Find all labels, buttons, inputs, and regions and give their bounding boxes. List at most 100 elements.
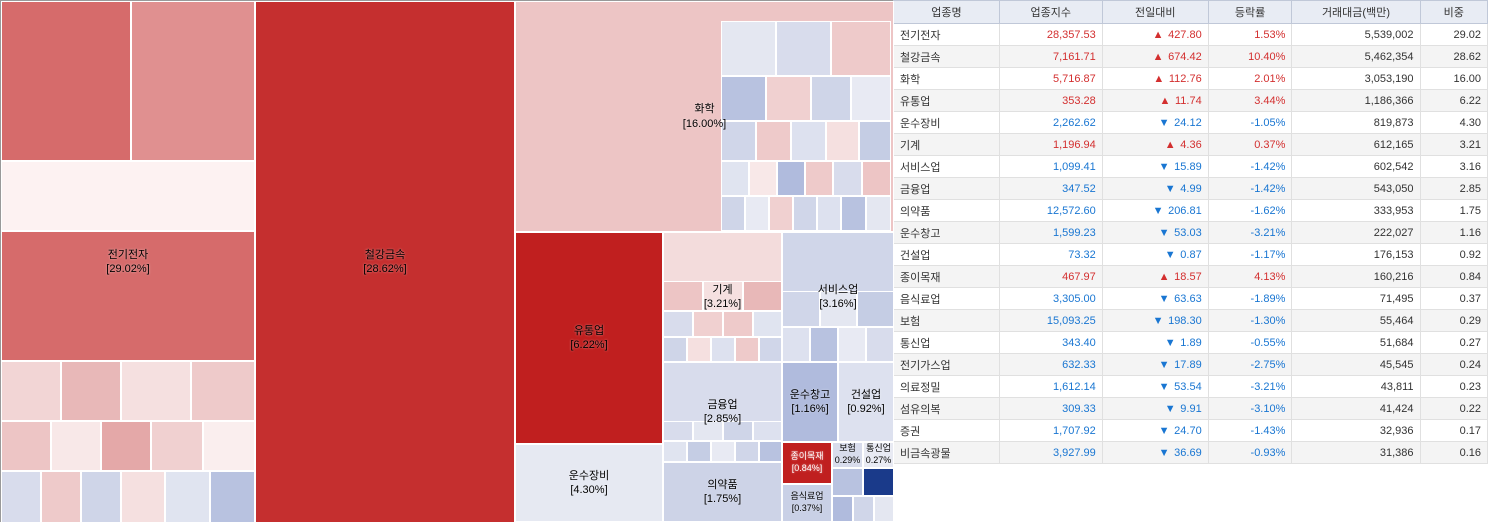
cell-change: ▼ 53.54 (1102, 376, 1208, 398)
cell-pct: 2.01% (1208, 68, 1292, 90)
cell-pct: 10.40% (1208, 46, 1292, 68)
treemap-label: 기계[3.21%] (704, 283, 741, 312)
cell-change: ▼ 206.81 (1102, 200, 1208, 222)
table-row[interactable]: 철강금속7,161.71▲ 674.4210.40%5,462,35428.62 (894, 46, 1488, 68)
treemap-cell-서비스업[interactable]: 서비스업[3.16%] (782, 232, 894, 362)
cell-weight: 0.92 (1420, 244, 1487, 266)
treemap-cell-기계[interactable]: 기계[3.21%] (663, 232, 782, 362)
cell-change: ▼ 53.03 (1102, 222, 1208, 244)
table-row[interactable]: 의료정밀1,612.14▼ 53.54-3.21%43,8110.23 (894, 376, 1488, 398)
table-row[interactable]: 운수장비2,262.62▼ 24.12-1.05%819,8734.30 (894, 112, 1488, 134)
cell-change: ▼ 0.87 (1102, 244, 1208, 266)
treemap-cell-bg (874, 496, 894, 522)
table-row[interactable]: 금융업347.52▼ 4.99-1.42%543,0502.85 (894, 178, 1488, 200)
cell-name: 운수장비 (894, 112, 1000, 134)
treemap-label: 철강금속[28.62%] (363, 248, 406, 277)
down-arrow-icon: ▼ (1157, 381, 1171, 393)
table-row[interactable]: 화학5,716.87▲ 112.762.01%3,053,19016.00 (894, 68, 1488, 90)
treemap-cell-화학[interactable]: 화학[16.00%] (515, 1, 894, 232)
sector-table: 업종명업종지수전일대비등락률거래대금(백만)비중 전기전자28,357.53▲ … (893, 0, 1488, 464)
table-row[interactable]: 비금속광물3,927.99▼ 36.69-0.93%31,3860.16 (894, 442, 1488, 464)
cell-pct: 0.37% (1208, 134, 1292, 156)
cell-pct: -1.43% (1208, 420, 1292, 442)
cell-name: 통신업 (894, 332, 1000, 354)
cell-index: 2,262.62 (999, 112, 1102, 134)
cell-volume: 222,027 (1292, 222, 1420, 244)
col-header-1[interactable]: 업종지수 (999, 1, 1102, 24)
table-row[interactable]: 서비스업1,099.41▼ 15.89-1.42%602,5423.16 (894, 156, 1488, 178)
treemap-cell-철강금속[interactable]: 철강금속[28.62%] (255, 1, 515, 523)
treemap-cell-운수창고[interactable]: 운수창고[1.16%] (782, 362, 838, 442)
table-row[interactable]: 섬유의복309.33▼ 9.91-3.10%41,4240.22 (894, 398, 1488, 420)
cell-weight: 6.22 (1420, 90, 1487, 112)
treemap-cell-건설업[interactable]: 건설업[0.92%] (838, 362, 894, 442)
table-row[interactable]: 기계1,196.94▲ 4.360.37%612,1653.21 (894, 134, 1488, 156)
treemap-cell-유통업[interactable]: 유통업[6.22%] (515, 232, 663, 444)
cell-change: ▼ 24.12 (1102, 112, 1208, 134)
cell-pct: -2.75% (1208, 354, 1292, 376)
treemap-label: 서비스업[3.16%] (818, 283, 858, 312)
col-header-3[interactable]: 등락률 (1208, 1, 1292, 24)
table-row[interactable]: 통신업343.40▼ 1.89-0.55%51,6840.27 (894, 332, 1488, 354)
treemap-cell-운수장비[interactable]: 운수장비[4.30%] (515, 444, 663, 522)
treemap-cell-통신업[interactable]: 통신업0.27% (863, 442, 894, 468)
cell-change: ▼ 1.89 (1102, 332, 1208, 354)
cell-index: 12,572.60 (999, 200, 1102, 222)
cell-index: 1,099.41 (999, 156, 1102, 178)
treemap-cell-금융업[interactable]: 금융업[2.85%] (663, 362, 782, 462)
cell-volume: 51,684 (1292, 332, 1420, 354)
cell-weight: 0.37 (1420, 288, 1487, 310)
cell-volume: 5,462,354 (1292, 46, 1420, 68)
treemap-cell-보험[interactable]: 보험0.29% (832, 442, 863, 468)
cell-pct: -1.05% (1208, 112, 1292, 134)
down-arrow-icon: ▼ (1151, 315, 1165, 327)
cell-volume: 45,545 (1292, 354, 1420, 376)
cell-change: ▲ 11.74 (1102, 90, 1208, 112)
cell-pct: -0.93% (1208, 442, 1292, 464)
cell-weight: 29.02 (1420, 24, 1487, 46)
treemap-cell-bg (832, 496, 853, 522)
table-row[interactable]: 보험15,093.25▼ 198.30-1.30%55,4640.29 (894, 310, 1488, 332)
cell-name: 서비스업 (894, 156, 1000, 178)
treemap-label: 종이목재[0.84%] (790, 451, 823, 474)
cell-index: 467.97 (999, 266, 1102, 288)
cell-change: ▼ 63.63 (1102, 288, 1208, 310)
cell-pct: -3.10% (1208, 398, 1292, 420)
col-header-4[interactable]: 거래대금(백만) (1292, 1, 1420, 24)
table-row[interactable]: 종이목재467.97▲ 18.574.13%160,2160.84 (894, 266, 1488, 288)
cell-index: 1,599.23 (999, 222, 1102, 244)
cell-pct: -3.21% (1208, 376, 1292, 398)
cell-pct: -1.30% (1208, 310, 1292, 332)
col-header-0[interactable]: 업종명 (894, 1, 1000, 24)
cell-name: 기계 (894, 134, 1000, 156)
table-row[interactable]: 전기전자28,357.53▲ 427.801.53%5,539,00229.02 (894, 24, 1488, 46)
up-arrow-icon: ▲ (1151, 51, 1165, 63)
treemap-cell-전기전자[interactable]: 전기전자[29.02%] (1, 1, 255, 523)
sector-treemap[interactable]: 전기전자[29.02%] 철강금속[28.62%] 화학[16.00%]유통업[6.… (0, 0, 893, 522)
treemap-cell-음식료업[interactable]: 음식료업[0.37%] (782, 484, 832, 522)
down-arrow-icon: ▼ (1157, 359, 1171, 371)
table-row[interactable]: 전기가스업632.33▼ 17.89-2.75%45,5450.24 (894, 354, 1488, 376)
table-row[interactable]: 유통업353.28▲ 11.743.44%1,186,3666.22 (894, 90, 1488, 112)
treemap-cell-종이목재[interactable]: 종이목재[0.84%] (782, 442, 832, 484)
down-arrow-icon: ▼ (1157, 293, 1171, 305)
cell-weight: 1.16 (1420, 222, 1487, 244)
table-row[interactable]: 의약품12,572.60▼ 206.81-1.62%333,9531.75 (894, 200, 1488, 222)
treemap-label: 보험0.29% (835, 443, 861, 466)
table-row[interactable]: 음식료업3,305.00▼ 63.63-1.89%71,4950.37 (894, 288, 1488, 310)
down-arrow-icon: ▼ (1157, 227, 1171, 239)
table-row[interactable]: 운수창고1,599.23▼ 53.03-3.21%222,0271.16 (894, 222, 1488, 244)
col-header-5[interactable]: 비중 (1420, 1, 1487, 24)
cell-change: ▼ 198.30 (1102, 310, 1208, 332)
treemap-cell-의약품[interactable]: 의약품[1.75%] (663, 462, 782, 522)
table-row[interactable]: 증권1,707.92▼ 24.70-1.43%32,9360.17 (894, 420, 1488, 442)
treemap-label: 통신업0.27% (866, 443, 892, 466)
col-header-2[interactable]: 전일대비 (1102, 1, 1208, 24)
cell-change: ▼ 24.70 (1102, 420, 1208, 442)
cell-weight: 4.30 (1420, 112, 1487, 134)
cell-pct: -3.21% (1208, 222, 1292, 244)
cell-index: 28,357.53 (999, 24, 1102, 46)
cell-volume: 160,216 (1292, 266, 1420, 288)
down-arrow-icon: ▼ (1157, 425, 1171, 437)
table-row[interactable]: 건설업73.32▼ 0.87-1.17%176,1530.92 (894, 244, 1488, 266)
